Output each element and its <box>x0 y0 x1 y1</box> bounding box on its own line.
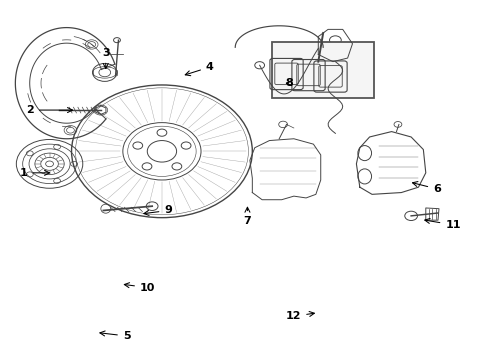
Text: 5: 5 <box>100 331 130 341</box>
Text: 8: 8 <box>286 78 294 88</box>
Text: 10: 10 <box>124 283 155 293</box>
Text: 7: 7 <box>244 207 251 226</box>
FancyBboxPatch shape <box>272 42 374 98</box>
Text: 11: 11 <box>425 219 461 230</box>
Text: 12: 12 <box>286 311 315 321</box>
Text: 2: 2 <box>26 105 73 115</box>
Text: 4: 4 <box>185 62 214 76</box>
Text: 6: 6 <box>413 181 441 194</box>
Text: 1: 1 <box>20 168 49 178</box>
Text: 9: 9 <box>144 206 172 216</box>
Text: 3: 3 <box>102 48 110 68</box>
